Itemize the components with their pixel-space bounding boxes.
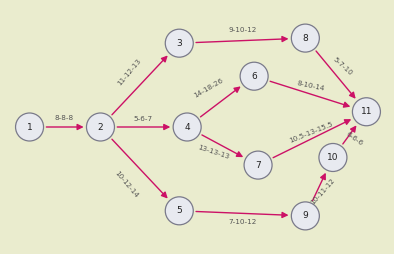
Text: 8-8-8: 8-8-8 bbox=[55, 115, 74, 121]
Text: 10-12-14: 10-12-14 bbox=[113, 170, 139, 199]
Text: 13-13-13: 13-13-13 bbox=[197, 145, 230, 160]
Text: 10-11-12: 10-11-12 bbox=[309, 178, 336, 206]
Text: 8-10-14: 8-10-14 bbox=[297, 81, 326, 92]
Circle shape bbox=[15, 113, 44, 141]
Text: 11: 11 bbox=[361, 107, 372, 116]
Circle shape bbox=[291, 202, 320, 230]
Text: 6: 6 bbox=[251, 72, 257, 81]
Text: 1: 1 bbox=[27, 122, 32, 132]
Text: 8: 8 bbox=[303, 34, 308, 43]
Text: 2: 2 bbox=[98, 122, 103, 132]
Text: 5-7-10: 5-7-10 bbox=[332, 56, 353, 76]
Text: 14-18-26: 14-18-26 bbox=[192, 77, 224, 99]
Circle shape bbox=[165, 197, 193, 225]
Circle shape bbox=[86, 113, 115, 141]
Text: 6-6-6: 6-6-6 bbox=[345, 131, 364, 146]
Circle shape bbox=[319, 144, 347, 171]
Circle shape bbox=[352, 98, 381, 126]
Circle shape bbox=[173, 113, 201, 141]
Text: 7: 7 bbox=[255, 161, 261, 170]
Text: 10.5-13-15.5: 10.5-13-15.5 bbox=[288, 121, 334, 144]
Text: 11-12-13: 11-12-13 bbox=[116, 58, 142, 87]
Text: 9: 9 bbox=[303, 211, 308, 220]
Text: 7-10-12: 7-10-12 bbox=[228, 219, 256, 225]
Text: 9-10-12: 9-10-12 bbox=[228, 27, 256, 34]
Circle shape bbox=[244, 151, 272, 179]
Circle shape bbox=[240, 62, 268, 90]
Circle shape bbox=[165, 29, 193, 57]
Text: 5: 5 bbox=[177, 206, 182, 215]
Text: 3: 3 bbox=[177, 39, 182, 48]
Text: 5-6-7: 5-6-7 bbox=[133, 116, 152, 122]
Text: 4: 4 bbox=[184, 122, 190, 132]
Circle shape bbox=[291, 24, 320, 52]
Text: 10: 10 bbox=[327, 153, 339, 162]
